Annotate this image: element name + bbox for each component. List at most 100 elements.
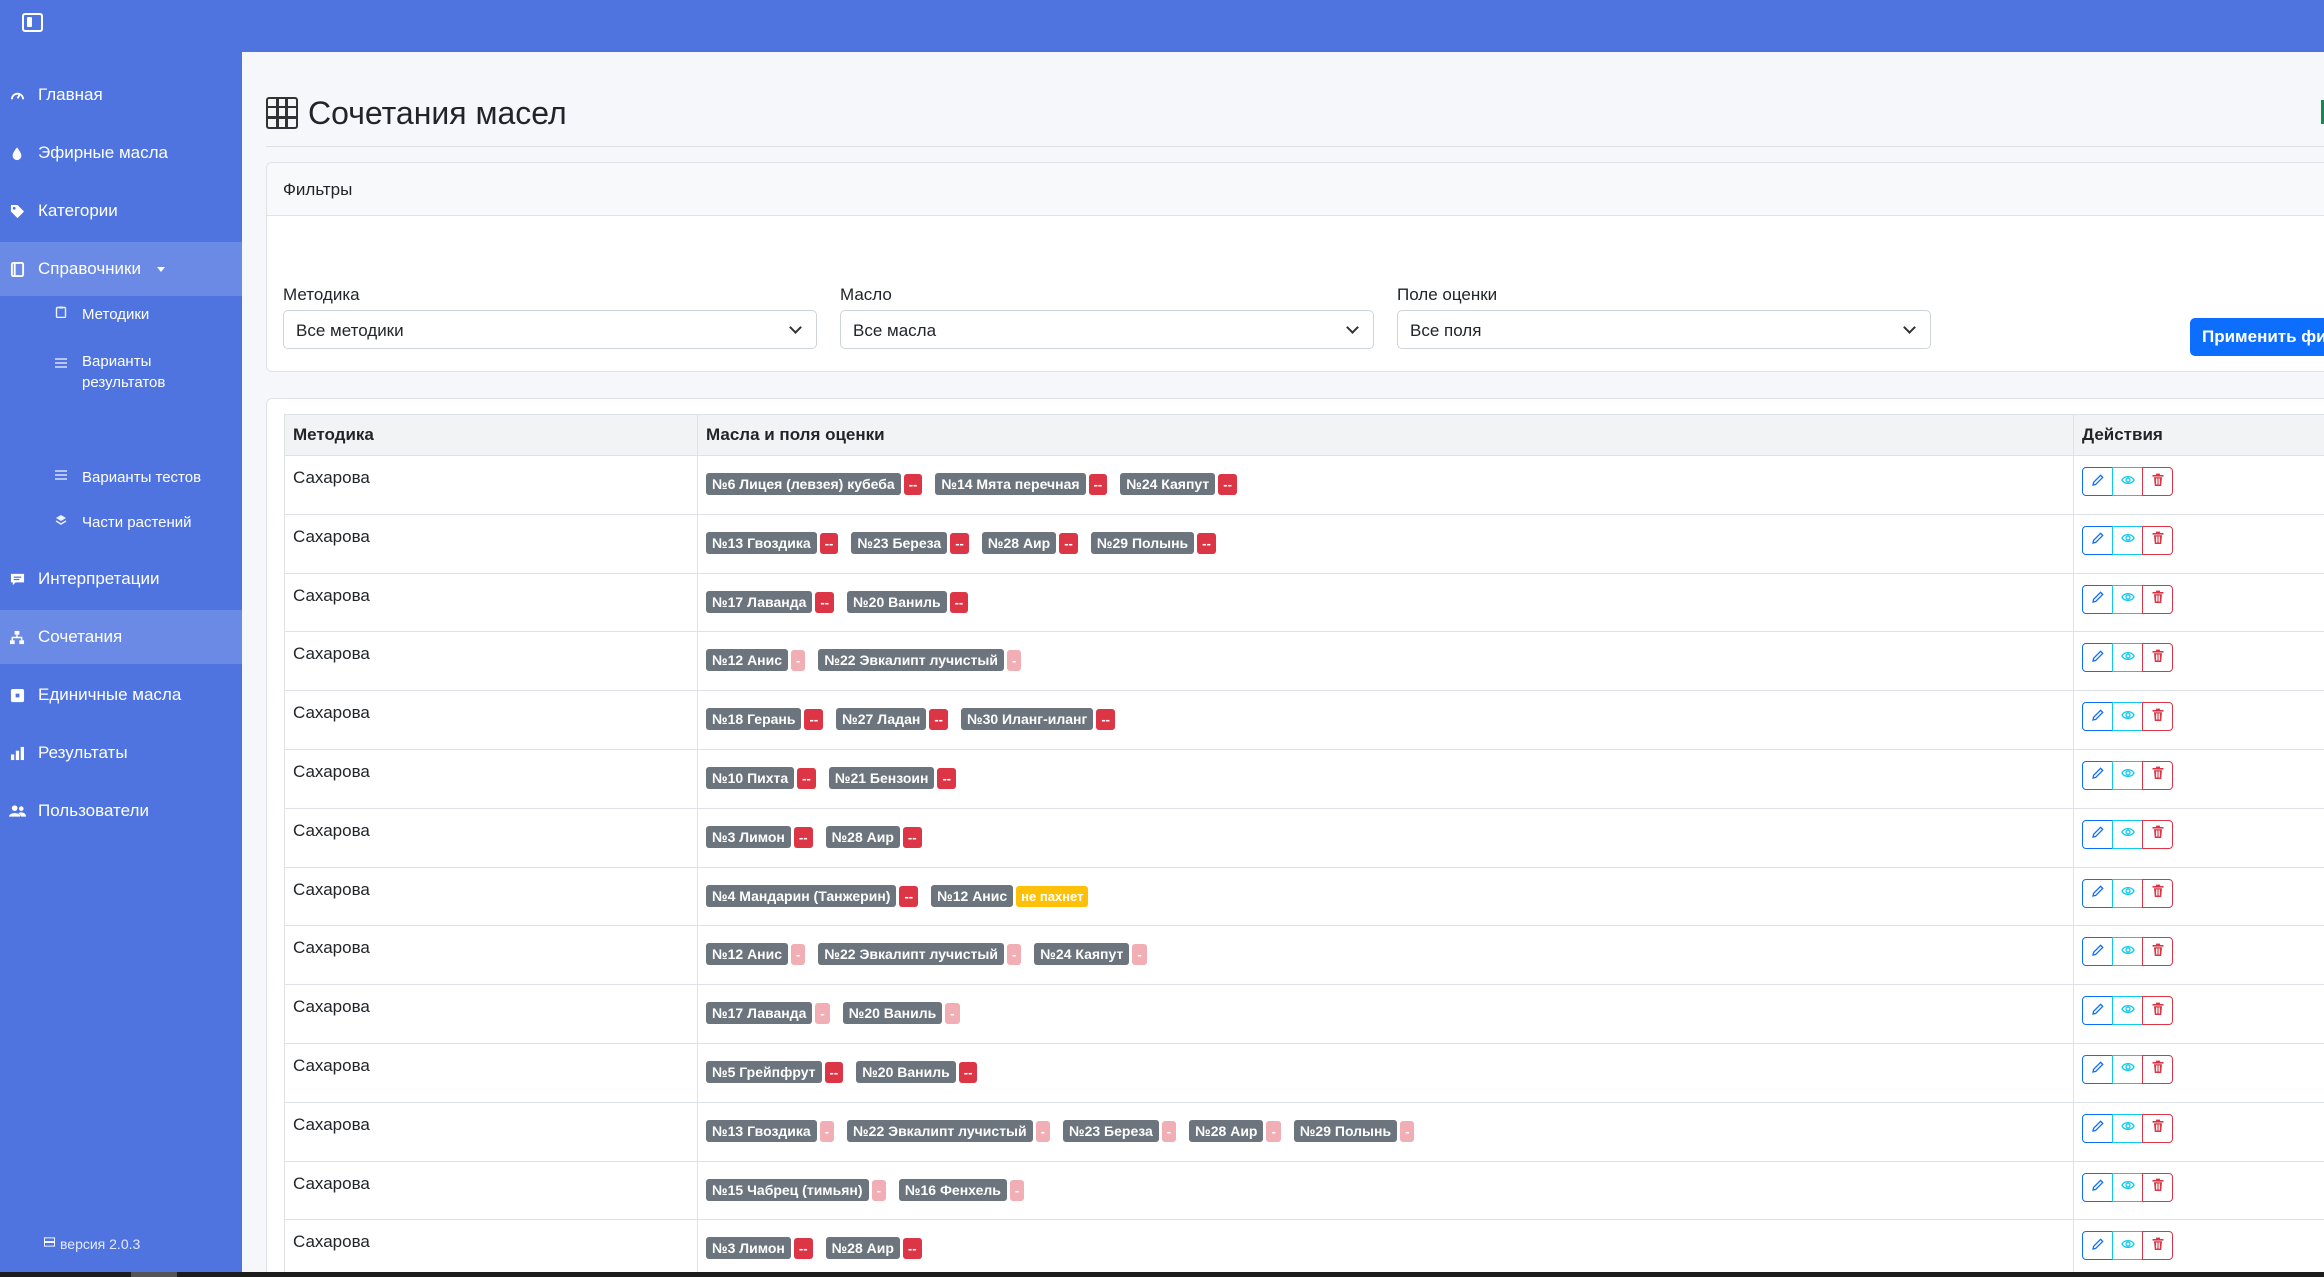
view-button[interactable] xyxy=(2112,1054,2143,1084)
oil-score-pair: №5 Грейпфрут -- xyxy=(706,1060,844,1083)
sidebar-item-users[interactable]: Пользователи xyxy=(0,784,242,838)
sidebar-item-combinations[interactable]: Сочетания xyxy=(0,610,242,664)
delete-button[interactable] xyxy=(2142,467,2173,496)
oil-score-pair: №17 Лаванда - xyxy=(706,1002,830,1025)
pencil-icon xyxy=(2091,1177,2105,1197)
view-button[interactable] xyxy=(2112,1231,2143,1261)
oil-score-pair: №4 Мандарин (Танжерин) -- xyxy=(706,884,919,907)
edit-button[interactable] xyxy=(2082,643,2113,673)
users-icon xyxy=(8,802,26,820)
edit-button[interactable] xyxy=(2082,1113,2113,1143)
oil-filter-label: Масло xyxy=(840,285,892,304)
oil-badge: №4 Мандарин (Танжерин) xyxy=(706,884,897,907)
oil-score-pair: №20 Ваниль -- xyxy=(847,590,969,613)
trash-icon xyxy=(2151,472,2165,492)
sidebar-item-label: Эфирные масла xyxy=(38,143,168,162)
sidebar-subitem-label: Части растений xyxy=(82,514,192,531)
sidebar-item-label: Результаты xyxy=(38,743,128,762)
chevron-down-icon xyxy=(1903,321,1916,334)
view-button[interactable] xyxy=(2112,1113,2143,1143)
view-button[interactable] xyxy=(2112,996,2143,1026)
delete-button[interactable] xyxy=(2142,1231,2173,1261)
edit-button[interactable] xyxy=(2082,996,2113,1026)
oils-cell: №12 Анис - №22 Эвкалипт лучистый - xyxy=(697,631,2074,692)
delete-button[interactable] xyxy=(2142,760,2173,790)
sidebar-item-essential-oils[interactable]: Эфирные масла xyxy=(0,126,242,180)
sidebar-item-home[interactable]: Главная xyxy=(0,68,242,122)
delete-button[interactable] xyxy=(2142,702,2173,732)
edit-button[interactable] xyxy=(2082,819,2113,849)
actions-cell xyxy=(2073,748,2324,809)
edit-button[interactable] xyxy=(2082,937,2113,967)
delete-button[interactable] xyxy=(2142,643,2173,673)
sidebar-item-single-oils[interactable]: Единичные масла xyxy=(0,668,242,722)
field-filter-select[interactable]: Все поля xyxy=(1397,310,1931,349)
table-row: Сахарова №10 Пихта -- №21 Бензоин -- xyxy=(284,748,2324,809)
delete-button[interactable] xyxy=(2142,819,2173,849)
droplet-icon xyxy=(8,144,26,162)
score-badge: -- xyxy=(929,709,948,731)
delete-button[interactable] xyxy=(2142,1054,2173,1084)
view-button[interactable] xyxy=(2112,467,2143,496)
oil-score-pair: №23 Береза - xyxy=(1062,1119,1177,1142)
edit-button[interactable] xyxy=(2082,702,2113,732)
edit-button[interactable] xyxy=(2082,1172,2113,1202)
delete-button[interactable] xyxy=(2142,1113,2173,1143)
delete-button[interactable] xyxy=(2142,878,2173,908)
filters-header: Фильтры xyxy=(267,163,2324,216)
delete-button[interactable] xyxy=(2142,996,2173,1026)
eye-icon xyxy=(2120,707,2135,727)
sidebar-item-references[interactable]: Справочники xyxy=(0,242,242,296)
edit-button[interactable] xyxy=(2082,525,2113,555)
edit-button[interactable] xyxy=(2082,878,2113,908)
delete-button[interactable] xyxy=(2142,584,2173,614)
delete-button[interactable] xyxy=(2142,937,2173,967)
clipboard-icon xyxy=(54,306,68,321)
score-badge: - xyxy=(791,944,806,966)
view-button[interactable] xyxy=(2112,819,2143,849)
oil-filter-select[interactable]: Все масла xyxy=(840,310,1374,349)
view-button[interactable] xyxy=(2112,702,2143,732)
sidebar-item-label: Сочетания xyxy=(38,627,123,646)
view-button[interactable] xyxy=(2112,643,2143,673)
oil-score-pair: №30 Иланг-иланг -- xyxy=(960,708,1115,731)
delete-button[interactable] xyxy=(2142,1172,2173,1202)
edit-button[interactable] xyxy=(2082,584,2113,614)
oil-score-pair: №3 Лимон -- xyxy=(706,1237,813,1260)
combinations-table: Методика Масла и поля оценки Действия Са… xyxy=(284,414,2324,1277)
sidebar-item-categories[interactable]: Категории xyxy=(0,184,242,238)
sidebar-item-interpretations[interactable]: Интерпретации xyxy=(0,552,242,606)
view-button[interactable] xyxy=(2112,525,2143,555)
actions-cell xyxy=(2073,984,2324,1044)
score-badge: -- xyxy=(950,532,969,554)
score-badge: -- xyxy=(949,591,969,613)
view-button[interactable] xyxy=(2112,878,2143,908)
edit-button[interactable] xyxy=(2082,760,2113,790)
score-badge: - xyxy=(1266,1120,1281,1142)
sidebar-item-results[interactable]: Результаты xyxy=(0,726,242,780)
edit-button[interactable] xyxy=(2082,1231,2113,1261)
edit-button[interactable] xyxy=(2082,467,2113,496)
sidebar-toggle-icon[interactable] xyxy=(22,13,43,32)
oil-score-pair: №6 Лицея (левзея) кубеба -- xyxy=(706,473,923,495)
eye-icon xyxy=(2120,589,2135,609)
score-badge: -- xyxy=(819,532,839,554)
oil-score-pair: №22 Эвкалипт лучистый - xyxy=(818,943,1022,966)
oil-score-pair: №27 Ладан -- xyxy=(836,708,948,731)
edit-button[interactable] xyxy=(2082,1054,2113,1084)
column-header-actions: Действия xyxy=(2073,414,2324,456)
view-button[interactable] xyxy=(2112,937,2143,967)
method-filter-select[interactable]: Все методики xyxy=(283,310,817,349)
apply-filters-button[interactable]: Применить фил xyxy=(2190,318,2324,356)
score-badge: -- xyxy=(797,767,816,789)
table-row: Сахарова №13 Гвоздика -- №23 Береза -- №28 Аи… xyxy=(284,513,2324,574)
eye-icon xyxy=(2120,1001,2135,1021)
method-cell: Сахарова xyxy=(284,631,698,692)
page-title: Сочетания масел xyxy=(308,94,567,131)
sidebar-item-label: Главная xyxy=(38,85,103,104)
delete-button[interactable] xyxy=(2142,525,2173,555)
view-button[interactable] xyxy=(2112,760,2143,790)
add-button-edge[interactable] xyxy=(2321,100,2324,124)
view-button[interactable] xyxy=(2112,1172,2143,1202)
view-button[interactable] xyxy=(2112,584,2143,614)
